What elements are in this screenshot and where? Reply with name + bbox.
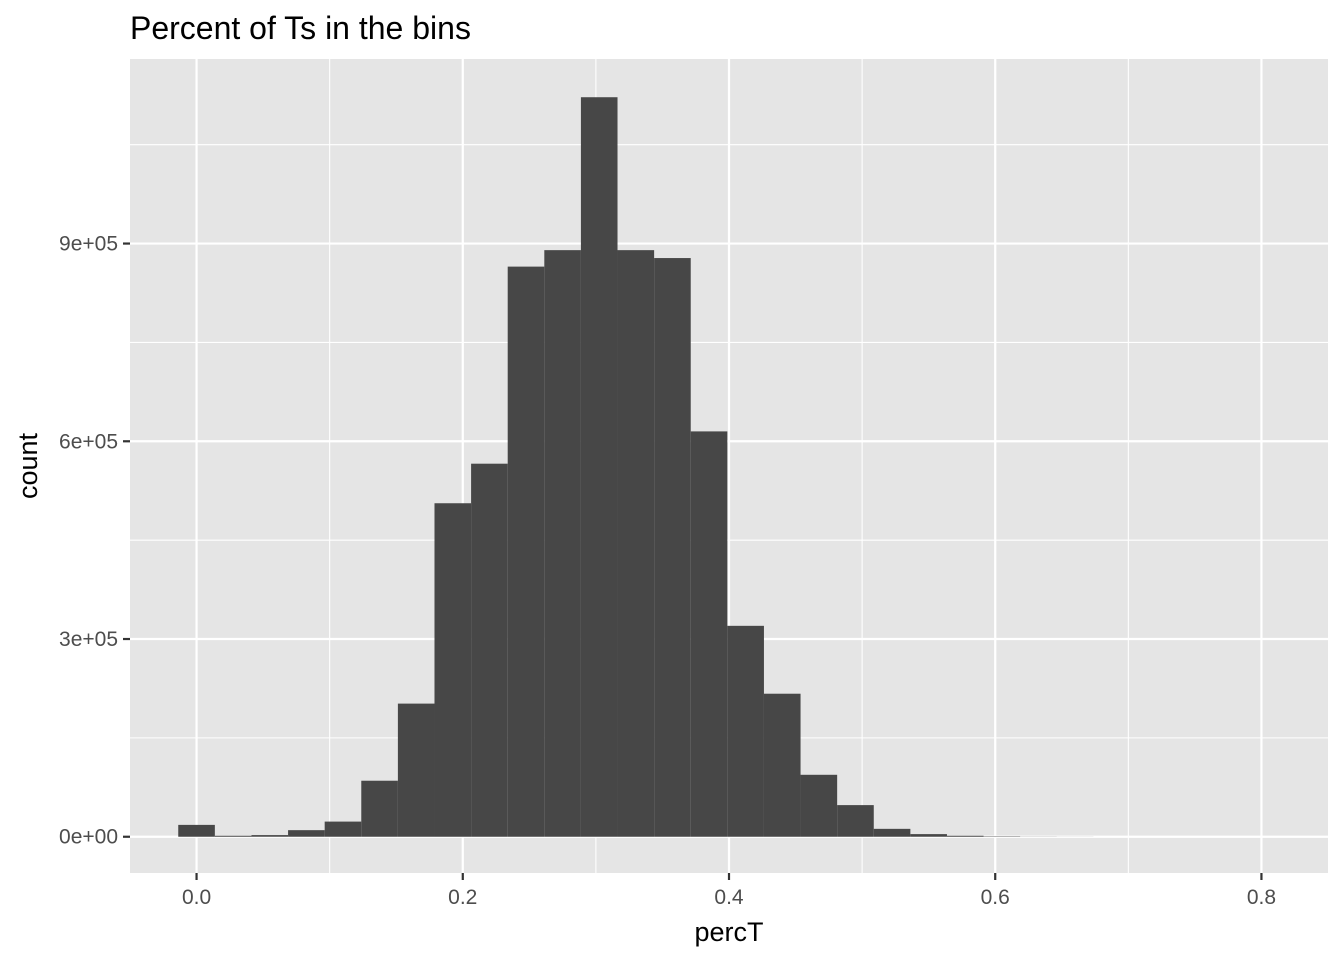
histogram-bar — [654, 258, 691, 837]
histogram-bar — [361, 780, 398, 837]
histogram-bar — [910, 834, 947, 837]
x-tick-label: 0.6 — [981, 886, 1010, 909]
histogram-bar — [617, 250, 655, 837]
y-tick-label: 6e+05 — [59, 430, 118, 453]
histogram-bars — [178, 97, 1094, 837]
y-tick-label: 3e+05 — [59, 628, 118, 651]
histogram-bar — [946, 835, 984, 837]
histogram-bar — [873, 828, 911, 837]
x-tick-label: 0.8 — [1247, 886, 1276, 909]
histogram-bar — [763, 693, 801, 837]
histogram-bar — [397, 703, 435, 837]
x-axis-title: percT — [694, 917, 763, 947]
histogram-bar — [178, 824, 215, 837]
histogram-bar — [507, 266, 545, 837]
chart-title: Percent of Ts in the bins — [130, 10, 471, 46]
histogram-bar — [251, 835, 289, 837]
histogram-bar — [690, 431, 728, 837]
histogram-bar — [727, 625, 764, 837]
x-tick-label: 0.2 — [448, 886, 477, 909]
histogram-bar — [324, 821, 362, 837]
histogram-bar — [580, 97, 618, 837]
histogram-bar — [471, 463, 508, 837]
histogram-bar — [288, 830, 325, 837]
histogram-bar — [837, 805, 874, 837]
y-axis-title: count — [13, 432, 43, 499]
histogram-bar — [800, 774, 838, 837]
y-axis: 0e+00 3e+05 6e+05 9e+05 — [59, 233, 130, 849]
x-tick-label: 0.4 — [714, 886, 744, 909]
histogram-bar — [214, 835, 252, 837]
x-tick-label: 0.0 — [182, 886, 211, 909]
x-axis: 0.0 0.2 0.4 0.6 0.8 — [182, 873, 1276, 909]
y-tick-label: 0e+00 — [59, 826, 118, 849]
histogram-bar — [434, 503, 472, 837]
histogram-bar — [544, 250, 581, 837]
y-tick-label: 9e+05 — [59, 233, 118, 256]
